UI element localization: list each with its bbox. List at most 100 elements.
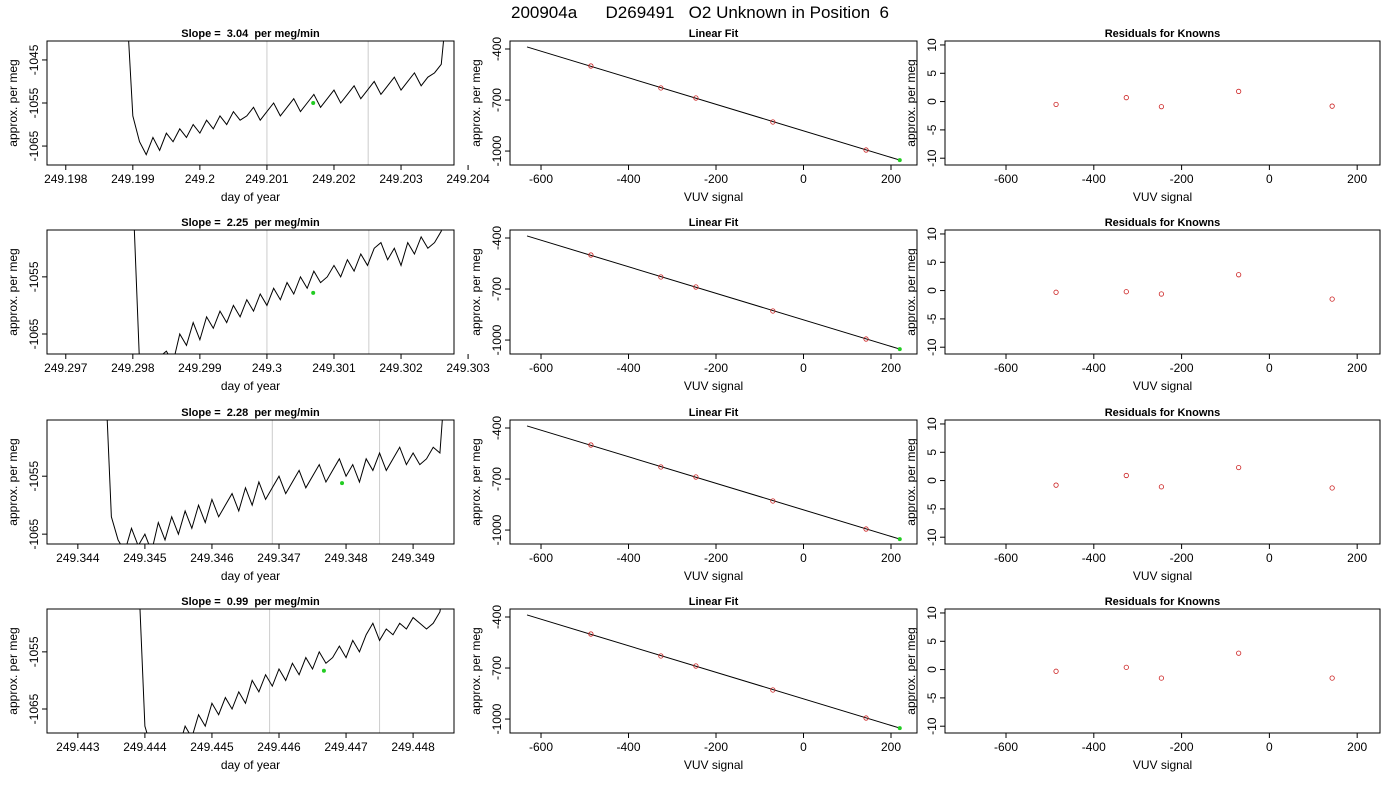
y-tick-label: -1000 xyxy=(490,703,504,734)
x-tick-label: -600 xyxy=(994,361,1018,375)
plot-area xyxy=(133,230,442,354)
y-tick-label: -10 xyxy=(925,528,939,546)
unknown-point xyxy=(321,668,326,673)
x-tick-label: 249.347 xyxy=(257,551,301,565)
panel: Residuals for Knowns VUV signal approx. pe… xyxy=(904,407,1381,583)
plot-area xyxy=(526,46,902,163)
fit-line xyxy=(526,614,900,729)
panel-title: Linear Fit xyxy=(689,28,739,40)
known-point xyxy=(1158,675,1165,681)
known-point xyxy=(658,274,664,280)
x-tick-label: 249.448 xyxy=(391,740,435,754)
known-point xyxy=(1236,650,1242,656)
y-tick-label: -1000 xyxy=(490,135,504,166)
panel: Residuals for Knowns VUV signal approx. pe… xyxy=(904,596,1381,772)
y-tick-label: -400 xyxy=(490,226,504,250)
plot-frame xyxy=(509,229,918,355)
known-point xyxy=(863,147,869,153)
known-point xyxy=(770,308,776,314)
x-tick-label: 0 xyxy=(1266,740,1273,754)
known-point xyxy=(1123,95,1129,101)
panel: Residuals for Knowns VUV signal approx. pe… xyxy=(904,28,1381,204)
y-tick-label: -1065 xyxy=(27,318,41,349)
known-point xyxy=(1236,464,1242,471)
known-point xyxy=(1053,482,1059,488)
y-axis-label: approx. per meg xyxy=(904,627,918,714)
x-tick-label: 249.204 xyxy=(446,172,490,186)
y-tick-label: -5 xyxy=(925,692,939,703)
plot-area xyxy=(1053,272,1335,302)
fit-line xyxy=(526,425,900,540)
plot-frame xyxy=(46,40,455,166)
plot-area xyxy=(106,420,443,544)
x-tick-label: 249.349 xyxy=(391,551,435,565)
known-point xyxy=(770,687,776,693)
plot-frame xyxy=(944,419,1381,545)
panel: Slope = 3.04 per meg/min day of year appro… xyxy=(6,28,490,204)
x-tick-label: -200 xyxy=(704,740,728,754)
panel-title: Slope = 2.28 per meg/min xyxy=(181,407,320,419)
x-tick-label: 0 xyxy=(800,740,807,754)
y-tick-label: -1000 xyxy=(490,324,504,355)
known-point xyxy=(1158,484,1165,490)
y-tick-label: 10 xyxy=(925,227,939,241)
x-tick-label: 249.445 xyxy=(190,740,234,754)
y-tick-label: -1065 xyxy=(27,130,41,161)
known-point xyxy=(1329,485,1335,491)
y-tick-label: 5 xyxy=(925,638,939,645)
x-axis-label: VUV signal xyxy=(1133,569,1192,583)
x-tick-label: -600 xyxy=(994,740,1018,754)
x-tick-label: -600 xyxy=(529,740,553,754)
plot-frame xyxy=(46,608,455,734)
known-point xyxy=(1329,103,1335,109)
x-tick-label: 249.301 xyxy=(312,361,356,375)
y-tick-label: 10 xyxy=(925,417,939,431)
x-tick-label: 249.346 xyxy=(190,551,234,565)
known-point xyxy=(658,85,664,91)
x-tick-label: -200 xyxy=(704,361,728,375)
x-tick-label: 0 xyxy=(1266,172,1273,186)
y-tick-label: 10 xyxy=(925,606,939,620)
x-tick-label: -400 xyxy=(617,361,641,375)
plot-frame xyxy=(944,608,1381,734)
y-tick-label: -700 xyxy=(490,277,504,301)
panel: Linear Fit VUV signal approx. per meg -600 -… xyxy=(469,407,918,583)
x-tick-label: 0 xyxy=(800,172,807,186)
y-tick-label: -10 xyxy=(925,338,939,356)
known-point xyxy=(1053,668,1059,674)
panel: Slope = 2.25 per meg/min day of year appro… xyxy=(6,217,490,393)
x-tick-label: 249.302 xyxy=(379,361,423,375)
y-axis-label: approx. per meg xyxy=(6,627,20,714)
panel-title: Residuals for Knowns xyxy=(1105,596,1221,608)
x-axis-label: VUV signal xyxy=(684,569,743,583)
panel-title: Residuals for Knowns xyxy=(1105,28,1221,40)
x-tick-label: 0 xyxy=(1266,361,1273,375)
x-axis-label: day of year xyxy=(221,190,280,204)
known-point xyxy=(1158,104,1165,110)
unknown-point xyxy=(897,537,902,542)
x-tick-label: -200 xyxy=(1170,172,1194,186)
y-tick-label: -5 xyxy=(925,503,939,514)
x-tick-label: 249.201 xyxy=(245,172,289,186)
known-point xyxy=(1329,296,1335,302)
known-point xyxy=(1236,88,1242,94)
y-tick-label: -5 xyxy=(925,124,939,135)
known-point xyxy=(1123,289,1129,295)
x-tick-label: 249.202 xyxy=(312,172,356,186)
y-tick-label: -1055 xyxy=(27,636,41,667)
x-tick-label: -400 xyxy=(1082,172,1106,186)
known-point xyxy=(693,663,699,669)
panel: Linear Fit VUV signal approx. per meg -600 -… xyxy=(469,28,918,204)
y-axis-label: approx. per meg xyxy=(469,248,483,335)
x-tick-label: 249.303 xyxy=(446,361,490,375)
x-tick-label: 249.2 xyxy=(185,172,215,186)
plot-frame xyxy=(46,419,455,545)
y-tick-label: -10 xyxy=(925,717,939,735)
y-tick-label: 5 xyxy=(925,449,939,456)
plot-area xyxy=(1053,88,1335,110)
plot-area xyxy=(526,614,902,731)
y-axis-label: approx. per meg xyxy=(904,438,918,525)
plot-area xyxy=(139,609,441,733)
x-tick-label: 200 xyxy=(1347,740,1367,754)
x-tick-label: 249.3 xyxy=(252,361,282,375)
